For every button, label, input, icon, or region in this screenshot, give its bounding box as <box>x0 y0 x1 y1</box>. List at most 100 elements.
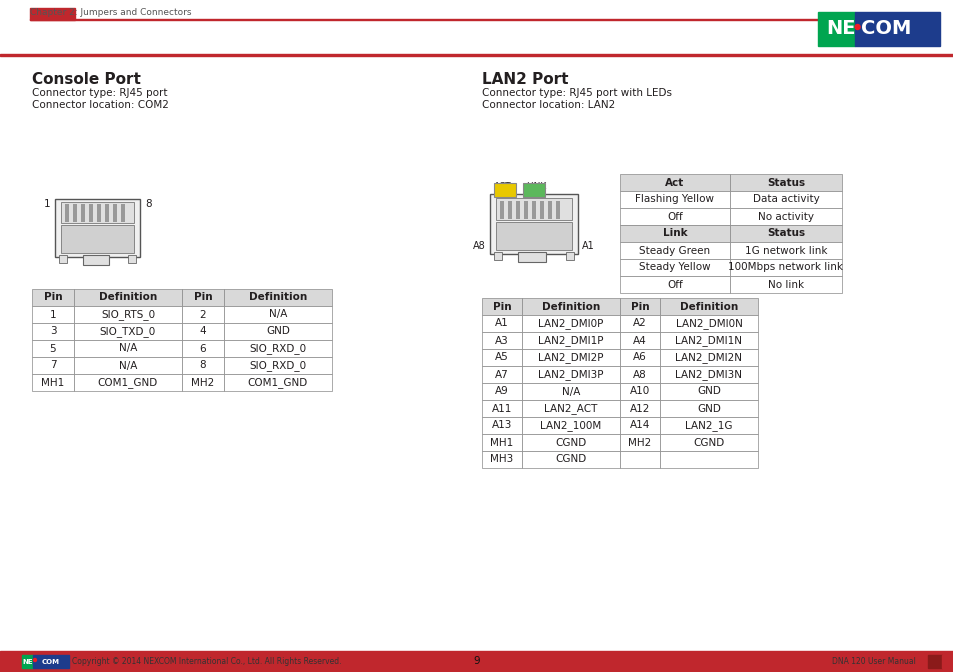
Bar <box>89 204 92 222</box>
Text: A8: A8 <box>633 370 646 380</box>
Text: 1G network link: 1G network link <box>744 245 826 255</box>
Bar <box>729 259 841 276</box>
Text: MH1: MH1 <box>490 437 513 448</box>
Text: Definition: Definition <box>541 302 599 312</box>
Bar <box>659 383 758 400</box>
Bar <box>521 434 619 451</box>
Bar <box>619 383 659 400</box>
Text: 2: 2 <box>199 310 206 319</box>
Text: Status: Status <box>766 228 804 239</box>
Text: No link: No link <box>767 280 803 290</box>
Bar <box>659 451 758 468</box>
Bar <box>74 306 182 323</box>
Text: Chapter 2: Jumpers and Connectors: Chapter 2: Jumpers and Connectors <box>30 8 192 17</box>
Bar <box>619 400 659 417</box>
Text: LAN2_DMI0N: LAN2_DMI0N <box>675 318 741 329</box>
Text: A1: A1 <box>581 241 594 251</box>
Bar <box>494 252 501 260</box>
Text: COM1_GND: COM1_GND <box>248 377 308 388</box>
Text: A10: A10 <box>629 386 649 396</box>
Text: MH2: MH2 <box>192 378 214 388</box>
Bar <box>224 357 332 374</box>
Bar <box>817 12 854 46</box>
Text: A2: A2 <box>633 319 646 329</box>
Bar <box>521 383 619 400</box>
Bar <box>729 174 841 191</box>
Text: SIO_RXD_0: SIO_RXD_0 <box>249 343 306 354</box>
Bar <box>521 366 619 383</box>
Text: 8: 8 <box>199 360 206 370</box>
Bar <box>74 340 182 357</box>
Text: 8: 8 <box>145 199 152 209</box>
Text: A8: A8 <box>473 241 485 251</box>
Bar <box>927 655 941 668</box>
Bar <box>619 174 729 191</box>
Bar <box>32 357 74 374</box>
Text: Pin: Pin <box>492 302 511 312</box>
Text: A1: A1 <box>495 319 508 329</box>
Text: Connector location: LAN2: Connector location: LAN2 <box>481 100 615 110</box>
Bar <box>481 349 521 366</box>
Text: 1: 1 <box>50 310 56 319</box>
Text: N/A: N/A <box>119 360 137 370</box>
Bar <box>556 201 559 219</box>
Bar <box>481 400 521 417</box>
Text: LAN2 Port: LAN2 Port <box>481 72 568 87</box>
Bar <box>521 349 619 366</box>
Text: LAN2_DMI2P: LAN2_DMI2P <box>537 352 603 363</box>
Text: A11: A11 <box>492 403 512 413</box>
Text: Link: Link <box>662 228 686 239</box>
Bar <box>224 374 332 391</box>
Text: LAN2_1G: LAN2_1G <box>684 420 732 431</box>
Bar <box>565 252 574 260</box>
Bar <box>532 201 536 219</box>
Bar <box>729 208 841 225</box>
Bar <box>32 289 74 306</box>
Text: Off: Off <box>666 212 682 222</box>
Bar <box>112 204 117 222</box>
Bar <box>121 204 125 222</box>
Text: Flashing Yellow: Flashing Yellow <box>635 194 714 204</box>
Text: Definition: Definition <box>99 292 157 302</box>
Bar <box>522 183 544 197</box>
Text: Off: Off <box>666 280 682 290</box>
Bar <box>729 191 841 208</box>
Bar <box>224 306 332 323</box>
Text: LAN2_DMI1N: LAN2_DMI1N <box>675 335 741 346</box>
Bar <box>619 191 729 208</box>
Bar <box>729 242 841 259</box>
Bar <box>619 315 659 332</box>
Text: GND: GND <box>697 386 720 396</box>
Bar <box>481 434 521 451</box>
Bar <box>481 298 521 315</box>
Bar <box>73 204 77 222</box>
Bar <box>521 451 619 468</box>
Text: Act: Act <box>664 177 684 187</box>
Text: A6: A6 <box>633 353 646 362</box>
Bar <box>507 201 512 219</box>
Bar <box>659 298 758 315</box>
Bar <box>521 332 619 349</box>
Text: 100Mbps network link: 100Mbps network link <box>728 263 842 273</box>
Bar <box>32 306 74 323</box>
Text: Definition: Definition <box>249 292 307 302</box>
Bar <box>481 366 521 383</box>
Circle shape <box>854 24 860 30</box>
Text: Pin: Pin <box>44 292 62 302</box>
Bar <box>516 201 519 219</box>
Bar <box>30 19 923 20</box>
Text: A14: A14 <box>629 421 650 431</box>
Text: 1: 1 <box>43 199 50 209</box>
Text: SIO_RXD_0: SIO_RXD_0 <box>249 360 306 371</box>
Bar <box>619 298 659 315</box>
Bar <box>481 451 521 468</box>
Text: Data activity: Data activity <box>752 194 819 204</box>
Text: NE: NE <box>825 19 855 38</box>
Bar <box>97 204 101 222</box>
Bar <box>619 225 729 242</box>
Text: Steady Yellow: Steady Yellow <box>639 263 710 273</box>
Bar <box>0 652 953 672</box>
Text: 3: 3 <box>50 327 56 337</box>
Bar <box>490 194 578 254</box>
Bar <box>74 357 182 374</box>
